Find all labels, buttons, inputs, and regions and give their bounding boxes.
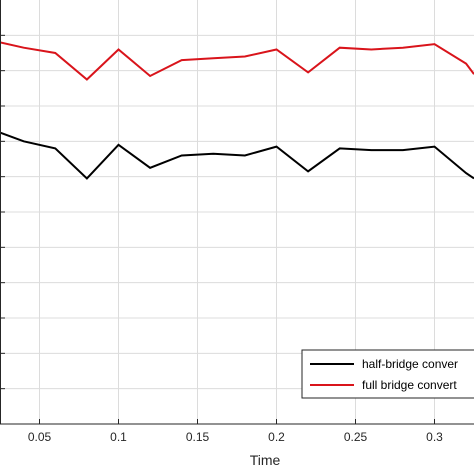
series-line-1 bbox=[0, 131, 474, 180]
x-tick-label: 0.15 bbox=[186, 430, 210, 444]
series-line-2 bbox=[0, 41, 474, 81]
x-tick-label: 0.05 bbox=[28, 430, 52, 444]
x-axis-label: Time bbox=[250, 452, 281, 468]
legend-entry-label: full bridge convert bbox=[362, 378, 457, 392]
x-tick-label: 0.2 bbox=[268, 430, 285, 444]
x-tick-labels: 0.05 0.1 0.15 0.2 0.25 0.3 bbox=[28, 430, 443, 444]
series-layer bbox=[0, 41, 474, 180]
legend: half-bridge conver full bridge convert bbox=[301, 349, 474, 399]
x-tick-label: 0.25 bbox=[344, 430, 368, 444]
x-tick-label: 0.3 bbox=[426, 430, 443, 444]
x-tick-label: 0.1 bbox=[110, 430, 127, 444]
legend-box bbox=[301, 349, 474, 399]
grid-lines bbox=[0, 0, 474, 424]
legend-entry-label: half-bridge conver bbox=[362, 357, 458, 371]
axes bbox=[0, 0, 474, 425]
